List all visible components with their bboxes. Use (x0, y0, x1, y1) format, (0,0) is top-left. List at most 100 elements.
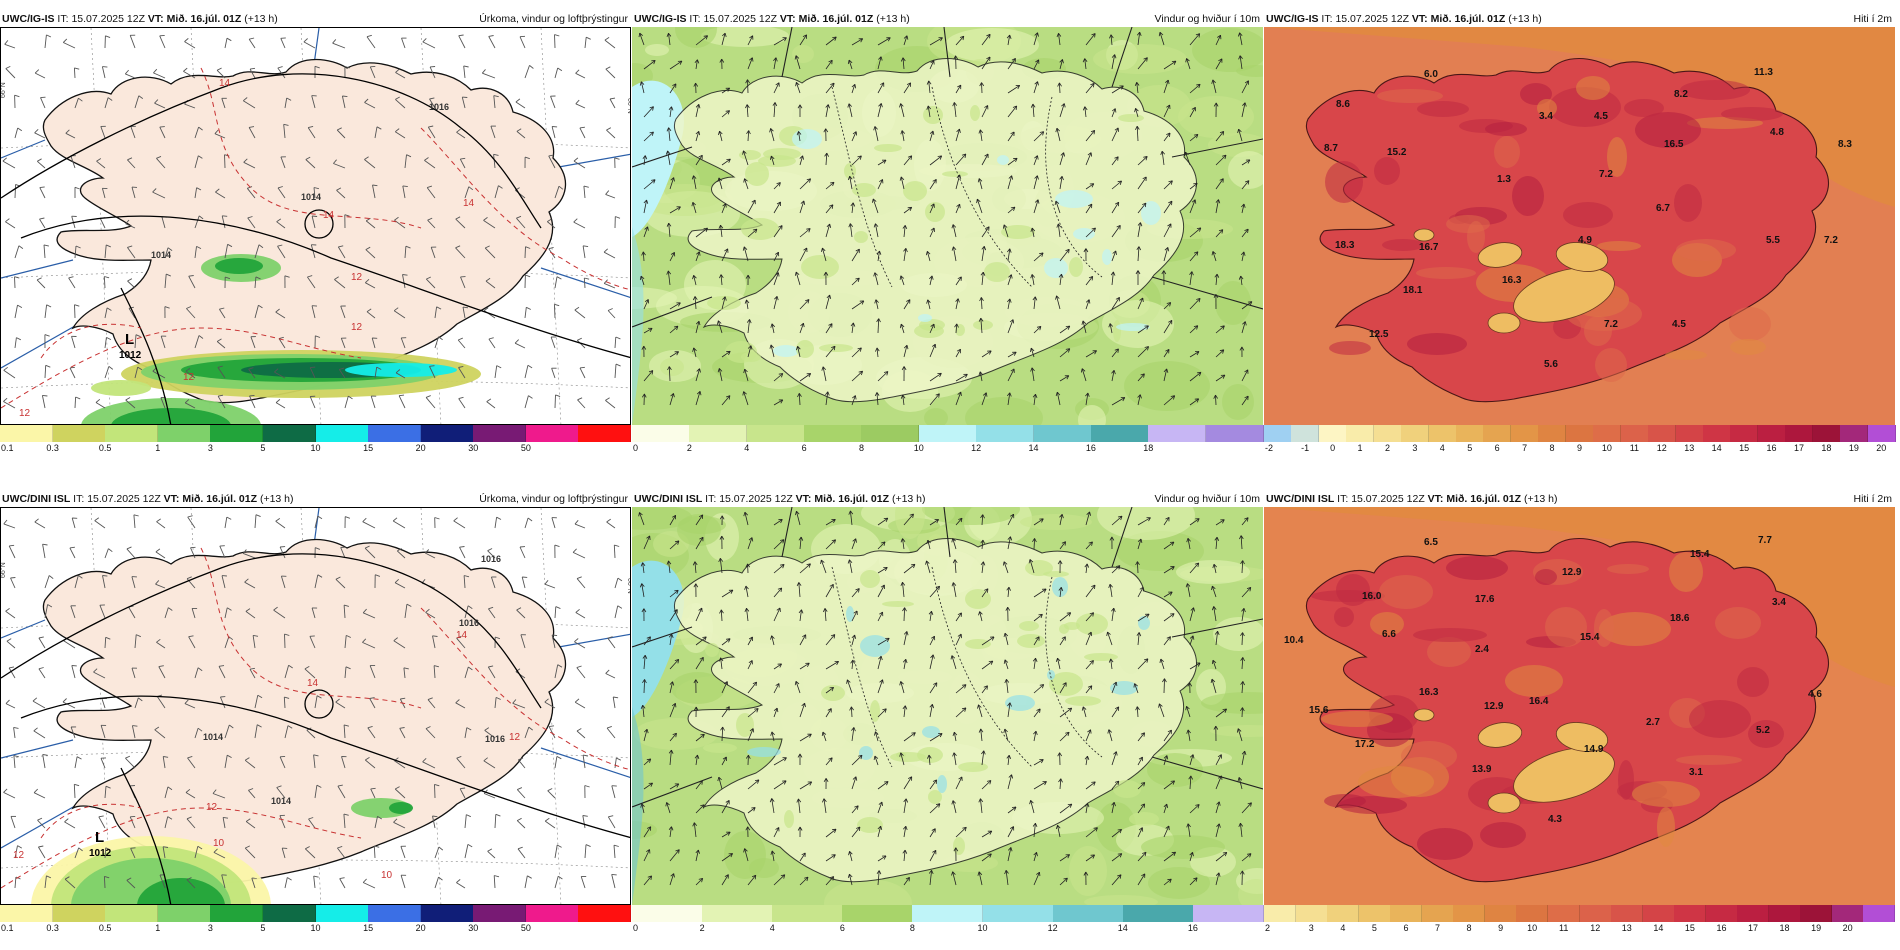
wind-patch (917, 747, 943, 763)
wind-patch (860, 570, 880, 588)
colorbar-tick-label: 20 (1842, 923, 1853, 933)
temperature-map[interactable]: 6.0 11.3 8.6 8.2 8.7 3.4 4.5 15.2 1.3 7.2 16.5 4.8 8… (1264, 27, 1895, 425)
temperature-value-label: 1.3 (1497, 174, 1511, 185)
colorbar-swatch (0, 905, 53, 922)
temperature-patch (1321, 711, 1393, 727)
wind-patch (1201, 692, 1263, 714)
colorbar-swatch (105, 425, 159, 442)
colorbar-swatch (420, 905, 474, 922)
colorbar-tick-label: 3 (1308, 923, 1314, 933)
colorbar-tick-label: 14 (1117, 923, 1128, 933)
wind-patch (1129, 812, 1159, 826)
temperature-patch (1334, 607, 1354, 627)
model-name: UWC/DINI ISL (634, 493, 703, 505)
colorbar-tick-label: 0.3 (46, 443, 59, 453)
temperature-value-label: 7.2 (1824, 235, 1838, 246)
colorbar-swatch (1705, 905, 1738, 922)
temperature-patch (1329, 341, 1371, 355)
colorbar-swatch (1812, 425, 1841, 442)
panel-title: Úrkoma, vindur og loftþrýstingur (479, 13, 628, 25)
isobar-label: 1016 (481, 554, 501, 564)
temperature-patch (1607, 564, 1649, 574)
wind-patch (1118, 114, 1144, 122)
wind-patch (1001, 225, 1035, 239)
temperature-patch (1427, 637, 1471, 667)
colorbar-swatch (315, 905, 369, 922)
wind-patch (895, 507, 925, 539)
colorbar-tick-label: 18 (1821, 443, 1832, 453)
wind-patch (1017, 634, 1045, 648)
isobars (1, 73, 630, 424)
colorbar-swatch (1264, 905, 1296, 922)
colorbar-tick-label: 3 (207, 443, 213, 453)
temperature-map[interactable]: 6.5 7.7 15.4 16.0 17.6 12.9 3.4 18.6 10.4 6.6 15.4… (1264, 507, 1895, 905)
colorbar-tick-label: 12 (1656, 443, 1667, 453)
precip-map[interactable]: 1014 1014 1016 14 14 14 12 12 12 12 L 1012 66°N 66°N (0, 27, 631, 425)
temperature-patch (1594, 609, 1614, 647)
district-lines (831, 86, 1103, 288)
colorbar-tick-label: 1 (1357, 443, 1363, 453)
wind-map[interactable] (632, 507, 1263, 905)
colorbar-tick-label: 16 (1085, 443, 1096, 453)
colorbar-swatch (1483, 425, 1512, 442)
colorbar (0, 425, 632, 442)
lead-time: (+13 h) (1508, 13, 1542, 25)
wind-patch (1116, 323, 1150, 331)
colorbar-tick-label: 9 (1576, 443, 1583, 453)
colorbar-swatch (1428, 425, 1457, 442)
panel-title: Vindur og hviður í 10m (1154, 13, 1260, 25)
colorbar-swatch (1648, 425, 1677, 442)
wind-map[interactable] (632, 27, 1263, 425)
colorbar-swatch (1579, 905, 1612, 922)
temperature-patch (1480, 822, 1526, 848)
temperature-contours (1, 67, 630, 409)
colorbar-tick-label: 8 (1549, 443, 1555, 453)
colorbar-tick-label: 12 (1590, 923, 1601, 933)
temperature-patch (1416, 267, 1476, 279)
colorbar-tick-label: 10 (977, 923, 988, 933)
temperature-patch (1358, 766, 1434, 798)
wind-patch (1228, 151, 1263, 189)
colorbar-tick-label: 14 (1711, 443, 1722, 453)
wind-patch (1065, 696, 1101, 706)
wind-arrows (638, 510, 1252, 886)
colorbar-swatch (1033, 425, 1092, 442)
wind-patch (965, 589, 991, 609)
colorbar-tick-label: 15 (1739, 443, 1750, 453)
colorbar-tick-label: 5 (260, 443, 266, 453)
colorbar-tick-label: 16 (1187, 923, 1198, 933)
wind-barbs (2, 34, 621, 409)
colorbar-tick-label: 17 (1748, 923, 1759, 933)
colorbar-tick-label: 15 (363, 923, 374, 933)
panel-header: UWC/DINI ISL IT: 15.07.2025 12Z VT: Mið.… (0, 492, 631, 507)
precip-blob (91, 380, 151, 396)
wind-patch (703, 743, 737, 753)
lead-time: (+13 h) (244, 13, 278, 25)
colorbar-swatch (1318, 425, 1347, 442)
temperature-value-label: 3.4 (1772, 597, 1786, 608)
colorbar-tick-label: 50 (520, 443, 531, 453)
temperature-map-svg: 6.0 11.3 8.6 8.2 8.7 3.4 4.5 15.2 1.3 7.2 16.5 4.8 8… (1264, 27, 1895, 425)
temperature-patch (1721, 107, 1783, 121)
colorbar-swatch (1421, 905, 1454, 922)
wind-patch (846, 606, 854, 622)
colorbar (0, 905, 632, 922)
wind-patch (1141, 201, 1161, 225)
panel-header: UWC/IG-IS IT: 15.07.2025 12Z VT: Mið. 16… (0, 12, 631, 27)
colorbar-swatch (262, 905, 316, 922)
wind-patch (773, 345, 799, 357)
panel-dini-wind: UWC/DINI ISL IT: 15.07.2025 12Z VT: Mið.… (632, 492, 1264, 939)
precip-map-svg: 1014 1014 1016 14 14 14 12 12 12 12 L 1012 66°N 66°N (1, 28, 630, 424)
wind-patch (741, 218, 779, 240)
wind-patch (937, 775, 947, 793)
colorbar-swatch (1205, 425, 1264, 442)
lat-label: 66°N (1, 82, 7, 98)
temperature-value-label: 14.9 (1584, 744, 1604, 755)
colorbar (1264, 905, 1896, 922)
glacier (1513, 267, 1615, 323)
colorbar-swatch (578, 425, 632, 442)
colorbar-swatch (772, 905, 844, 922)
wind-patch (854, 231, 868, 243)
precip-map[interactable]: 1016 1016 1014 1014 1016 14 14 12 12 10 10 12 L 1012 6… (0, 507, 631, 905)
colorbar-swatch (1122, 905, 1194, 922)
